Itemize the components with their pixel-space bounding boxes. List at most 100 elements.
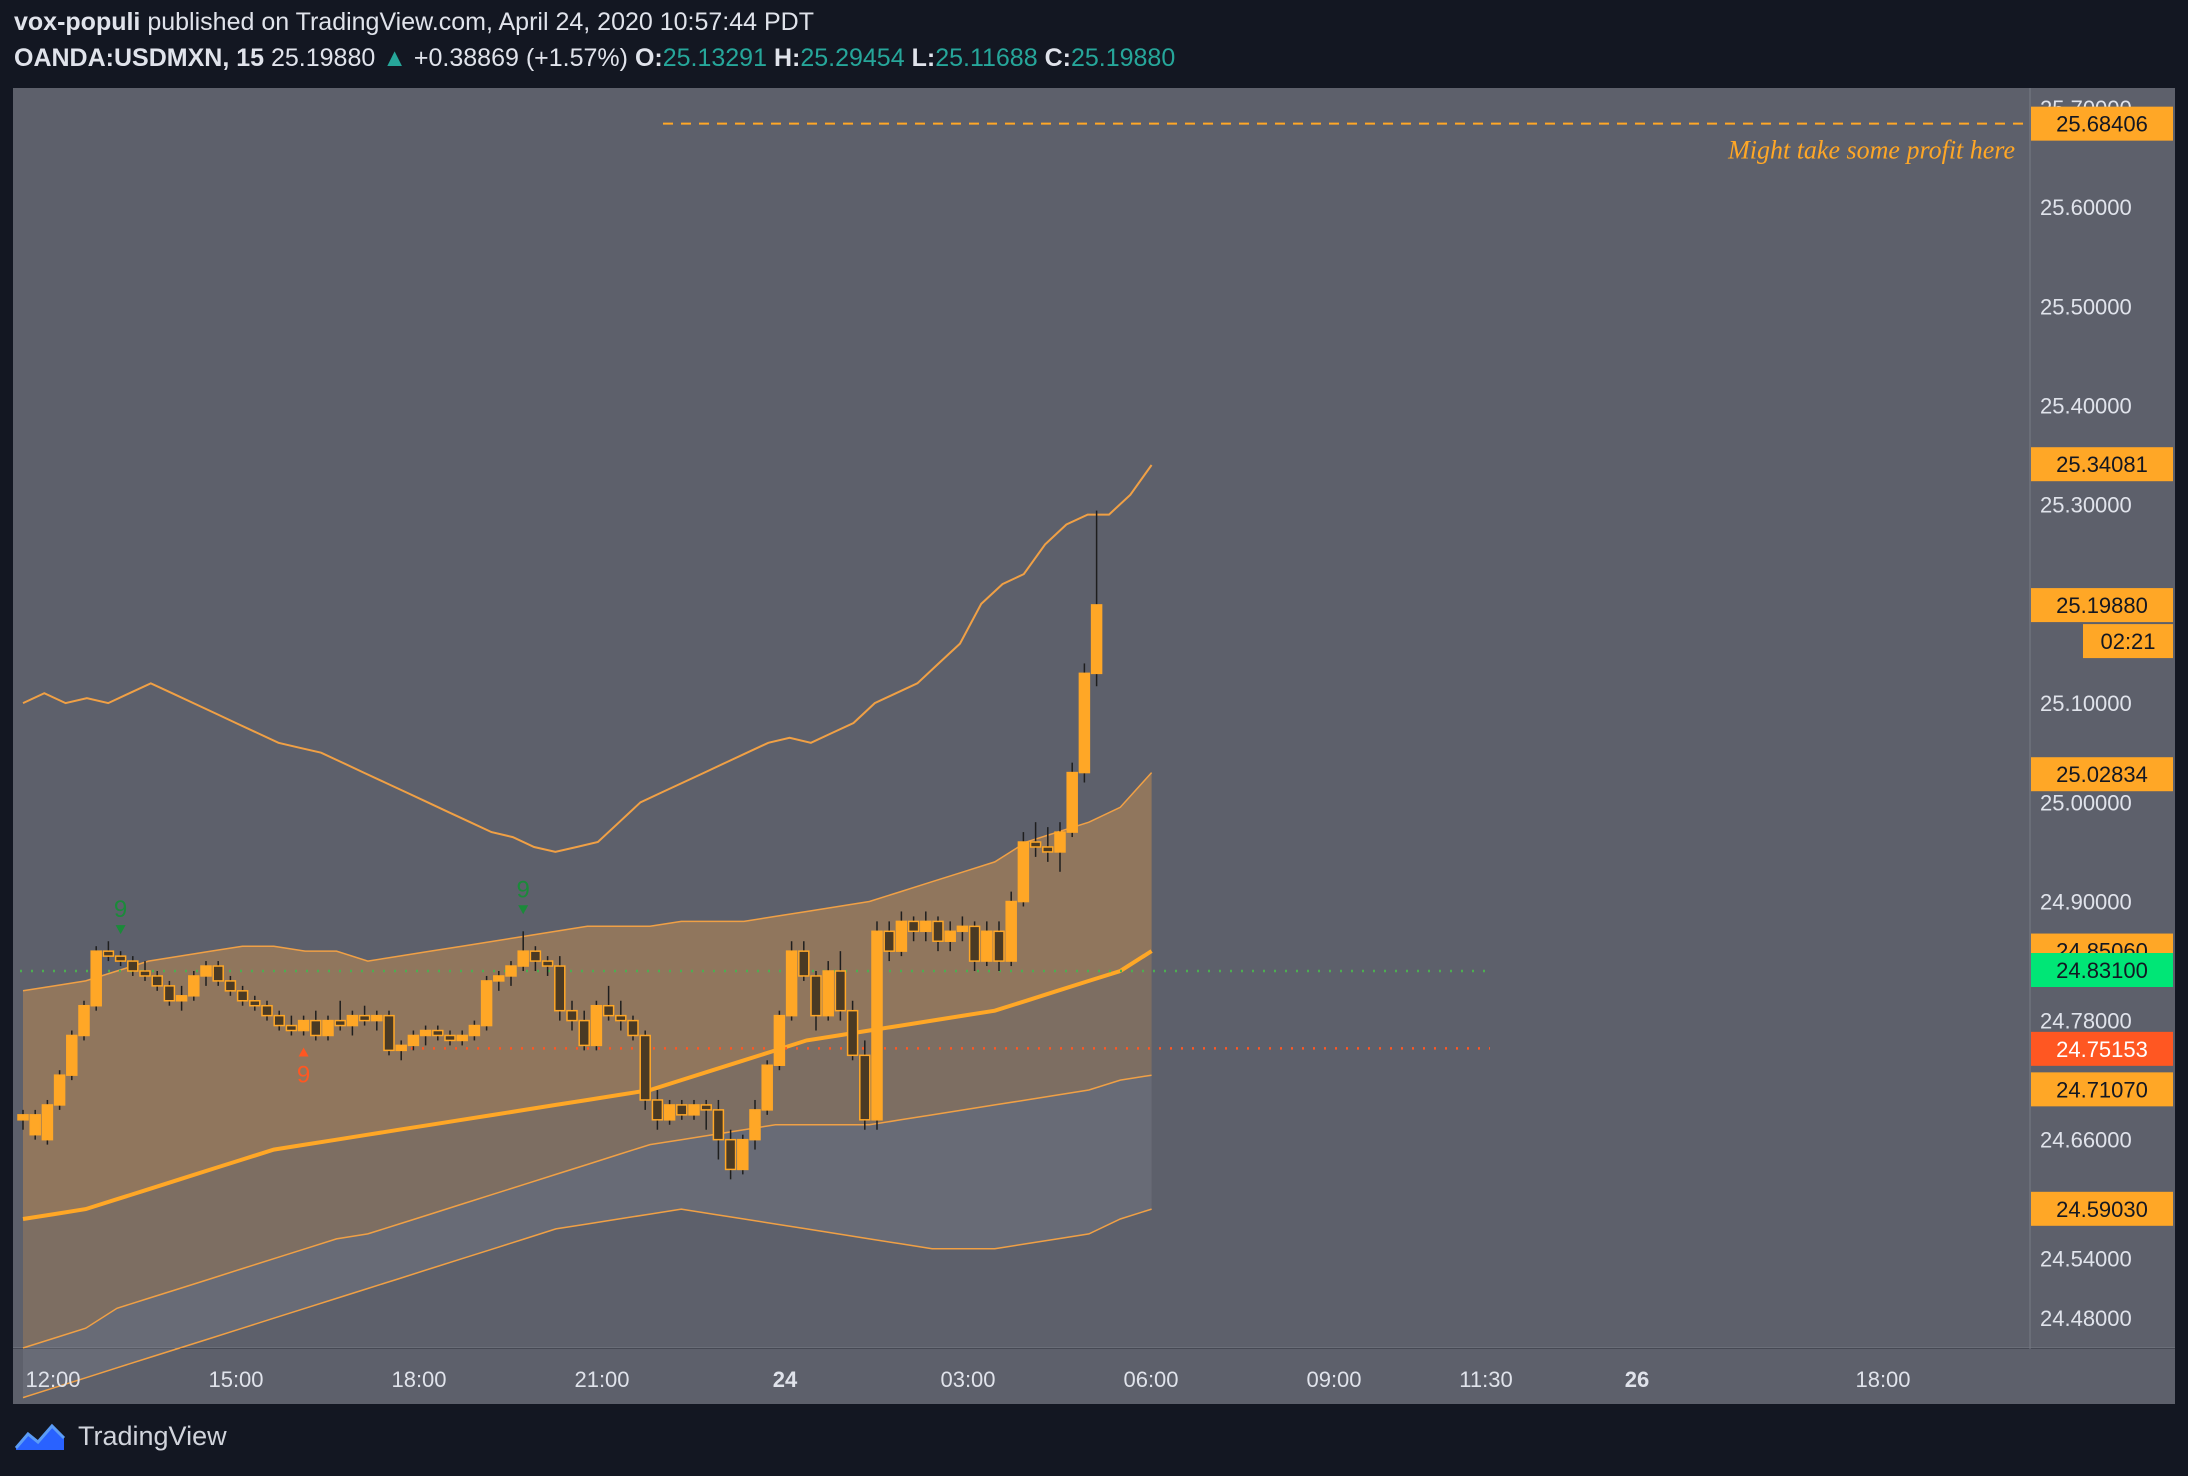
time-tick-label: 12:00	[25, 1367, 80, 1392]
candle-body	[78, 1004, 90, 1037]
candle-body	[895, 920, 908, 952]
candle-body	[749, 1109, 761, 1141]
symbol-info: OANDA:USDMXN, 15 25.19880 ▲ +0.38869 (+1…	[14, 44, 1175, 73]
open-label: O:	[634, 44, 663, 72]
candle-body	[224, 980, 237, 992]
candle-body	[468, 1024, 481, 1037]
candle-body	[261, 1004, 273, 1017]
time-tick-label: 15:00	[208, 1367, 263, 1392]
symbol-name: OANDA:USDMXN, 15	[14, 44, 265, 72]
candle-body	[102, 950, 115, 957]
time-tick-labels: 12:00 15:00 18:00 21:00 24 03:00 06:00 09:00 11:…	[25, 1367, 1910, 1392]
td-markers: 9 9 9	[114, 876, 530, 1088]
candle-body	[810, 975, 822, 1017]
triangle-up-icon: ▲	[382, 44, 407, 72]
candle-body	[651, 1099, 664, 1121]
candle-body	[773, 1014, 786, 1066]
candles	[17, 510, 1103, 1180]
price-tick-label: 25.30000	[2040, 493, 2132, 518]
price-tick-labels: 25.7000025.6000025.5000025.4000025.30000…	[2040, 96, 2132, 1331]
high-label: H:	[773, 44, 801, 72]
footer: TradingView	[14, 1420, 227, 1452]
time-tick-label: 06:00	[1123, 1367, 1178, 1392]
price-tick-label: 25.60000	[2040, 195, 2132, 220]
axis-corner	[2030, 1349, 2175, 1404]
author-name[interactable]: vox-populi	[14, 8, 141, 36]
candle-body	[981, 930, 993, 962]
profit-note[interactable]: Might take some profit here	[1727, 136, 2015, 165]
price-label-bg	[2031, 588, 2173, 623]
candle-body	[822, 970, 834, 1017]
candle-body	[688, 1104, 700, 1116]
candle-body	[883, 930, 895, 952]
time-tick-label: 21:00	[574, 1367, 629, 1392]
candle-body	[663, 1104, 676, 1121]
publish-text: published on TradingView.com, April 24, …	[147, 8, 814, 36]
price-label-text: 24.59030	[2056, 1197, 2148, 1222]
price-label-bg	[2031, 447, 2173, 482]
price-label-text: 25.02834	[2056, 762, 2148, 787]
low-label: L:	[911, 44, 936, 72]
candle-body	[188, 975, 200, 997]
price-tick-label: 25.40000	[2040, 393, 2132, 418]
candle-body	[846, 1009, 859, 1057]
band-mid-line	[22, 949, 1153, 1221]
candle-body	[383, 1014, 395, 1052]
candle-body	[761, 1064, 773, 1111]
price-label-text: 24.83100	[2056, 958, 2148, 983]
tradingview-logo-icon[interactable]	[14, 1420, 66, 1452]
band-lower-inner	[22, 1074, 1152, 1349]
time-tick-label: 18:00	[391, 1367, 446, 1392]
price-tick-label: 25.50000	[2040, 294, 2132, 319]
candle-body	[639, 1034, 651, 1101]
td-count-label: 9	[517, 876, 530, 903]
candle-body	[456, 1034, 468, 1042]
candle-body	[944, 930, 956, 942]
price-label-text: 25.68406	[2056, 112, 2148, 137]
candle-body	[90, 950, 102, 1007]
candle-body	[1078, 672, 1091, 774]
price-tick-label: 25.10000	[2040, 691, 2132, 716]
price-axis[interactable]	[2030, 88, 2175, 1348]
price-label-bg	[2031, 1191, 2173, 1226]
candle-body	[968, 925, 981, 962]
td-arrow-down-icon	[115, 925, 126, 935]
brand-name[interactable]: TradingView	[78, 1420, 227, 1451]
time-axis[interactable]	[13, 1349, 2030, 1404]
candle-body	[297, 1019, 310, 1032]
candle-body	[371, 1014, 383, 1022]
band-lower-outer	[22, 1208, 1152, 1399]
td-count-label: 9	[297, 1061, 310, 1088]
candle-body	[1066, 771, 1078, 833]
candle-body	[310, 1019, 322, 1037]
candle-body	[139, 970, 151, 977]
time-tick-label: 26	[1625, 1367, 1649, 1392]
time-tick-label: 24	[773, 1367, 798, 1392]
candle-body	[212, 965, 224, 982]
candle-body	[517, 950, 529, 967]
candle-body	[346, 1014, 359, 1027]
candle-body	[785, 950, 798, 1017]
close-label: C:	[1044, 44, 1071, 72]
candle-body	[602, 1004, 615, 1017]
low-value: 25.11688	[935, 44, 1038, 72]
candle-body	[627, 1019, 639, 1037]
candle-body	[590, 1004, 603, 1047]
candle-body	[127, 960, 139, 972]
candle-body	[834, 970, 847, 1012]
candle-body	[334, 1019, 346, 1027]
candle-body	[29, 1114, 41, 1136]
candle-body	[1054, 831, 1066, 853]
td-count-label: 9	[114, 896, 127, 923]
time-tick-label: 09:00	[1306, 1367, 1361, 1392]
price-label-bg	[2031, 1072, 2173, 1107]
bollinger-bands	[22, 464, 1153, 1399]
candle-body	[236, 990, 249, 1002]
candle-body	[249, 1000, 261, 1007]
candle-body	[273, 1014, 285, 1027]
candle-body	[53, 1074, 66, 1106]
price-label-bg	[2031, 106, 2173, 141]
candle-body	[66, 1034, 78, 1076]
price-label-bg	[2031, 953, 2173, 987]
